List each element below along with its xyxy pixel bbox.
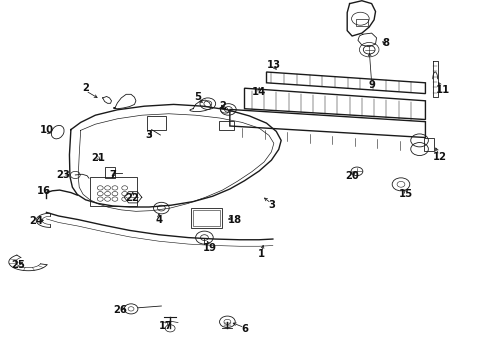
Text: 8: 8 (382, 38, 389, 48)
Text: 18: 18 (227, 215, 241, 225)
Bar (355, 19, 367, 26)
Text: 7: 7 (109, 170, 116, 180)
Text: 26: 26 (113, 305, 126, 315)
Bar (90, 177, 137, 206)
Text: 6: 6 (241, 324, 247, 334)
Text: 20: 20 (345, 171, 358, 181)
Text: 24: 24 (30, 216, 43, 226)
Text: 12: 12 (432, 152, 446, 162)
Text: 25: 25 (12, 260, 25, 270)
Text: 16: 16 (37, 186, 51, 196)
Text: 9: 9 (367, 80, 374, 90)
Bar (190, 208, 222, 228)
Text: 15: 15 (398, 189, 412, 199)
Bar (219, 121, 233, 130)
Text: 13: 13 (266, 60, 280, 70)
Bar (424, 138, 433, 151)
Text: 3: 3 (267, 200, 274, 210)
Text: 11: 11 (434, 85, 449, 95)
Text: 14: 14 (251, 87, 266, 97)
Text: 19: 19 (203, 243, 217, 253)
Text: 4: 4 (155, 215, 162, 225)
Text: 1: 1 (258, 249, 264, 259)
Text: 5: 5 (194, 92, 201, 102)
Text: 2: 2 (82, 83, 89, 93)
Text: 10: 10 (40, 125, 53, 135)
Text: 2: 2 (219, 101, 225, 111)
Text: 3: 3 (145, 130, 152, 140)
Bar (146, 116, 166, 130)
Text: 22: 22 (125, 193, 139, 203)
Bar (105, 167, 115, 178)
Bar (193, 210, 220, 226)
Text: 21: 21 (91, 153, 104, 163)
Text: 17: 17 (159, 321, 173, 331)
Text: 23: 23 (57, 170, 70, 180)
